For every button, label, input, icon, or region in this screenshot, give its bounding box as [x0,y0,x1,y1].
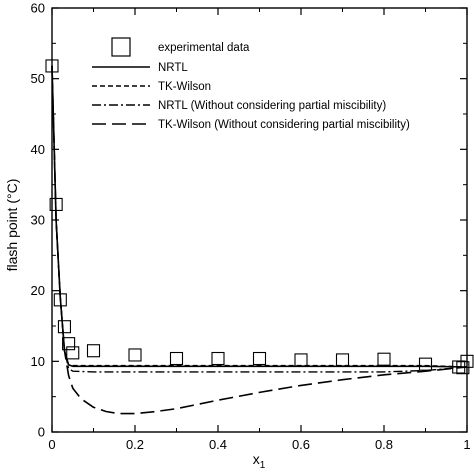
data-point [57,320,72,334]
y-tick-label: 40 [31,142,45,157]
x-tick-label: 0.4 [209,437,227,452]
x-tick-label: 1 [463,437,470,452]
legend-label: TK-Wilson [158,81,211,93]
y-tick-label: 0 [38,425,45,440]
plot-frame [51,7,468,433]
data-point [66,346,80,360]
legend-label: NRTL (Without considering partial miscib… [158,100,386,112]
y-tick-label: 60 [31,1,45,16]
x-axis-title-subscript: 1 [260,460,266,471]
data-point [128,348,142,362]
data-point [377,352,391,366]
y-tick-label: 50 [31,71,45,86]
data-point [252,351,267,366]
data-point [294,353,308,367]
y-axis-title-group: flash point (°C) [4,179,20,272]
y-tick-label: 30 [31,213,45,228]
data-point [62,337,76,351]
x-axis-title: x1 [253,451,266,471]
y-tick-label: 10 [31,354,45,369]
data-point [418,357,433,371]
data-point [86,344,101,358]
x-axis-title-main: x [253,451,260,467]
series-line-2 [51,65,468,368]
data-point [335,353,350,367]
data-point [53,293,67,307]
data-point [49,197,63,212]
legend-label: experimental data [158,42,250,54]
data-point [169,351,184,366]
x-tick-label: 0 [48,437,55,452]
series-line-4 [51,65,468,415]
plot-area: 0 0.2 0.4 0.6 0.8 10102030405060experimental … [31,1,474,452]
y-tick-label: 20 [31,283,45,298]
y-axis-title: flash point (°C) [4,179,20,272]
data-point [211,351,225,366]
x-tick-label: 0.6 [292,437,310,452]
x-tick-label: 0.2 [126,437,144,452]
series-line-3 [51,65,468,373]
legend-marker-experimental [111,37,131,57]
x-tick-label: 0.8 [375,437,393,452]
legend-label: NRTL [158,62,188,74]
legend-label: TK-Wilson (Without considering partial m… [158,119,410,131]
